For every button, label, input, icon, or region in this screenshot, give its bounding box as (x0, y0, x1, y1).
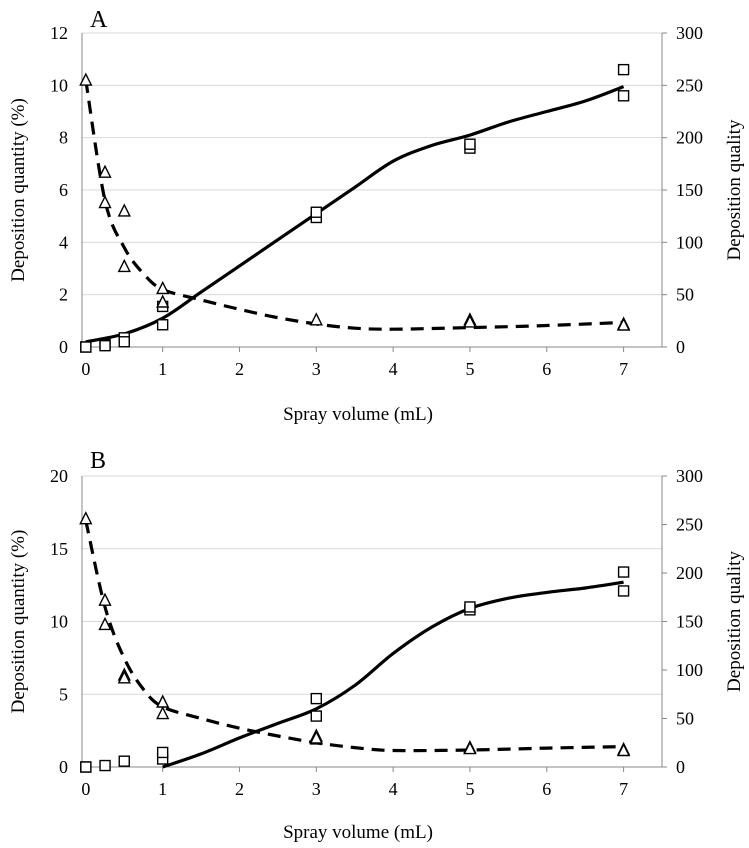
x-axis-title: Spray volume (mL) (283, 404, 433, 425)
x-tick-label: 2 (235, 359, 244, 379)
y2-tick-label: 150 (676, 612, 703, 632)
y2-tick-label: 200 (676, 128, 703, 148)
y2-tick-label: 0 (676, 757, 685, 777)
triangle-marker (98, 164, 112, 178)
square-marker (617, 90, 630, 102)
square-marker (464, 138, 476, 150)
fit-line-deposition-quantity (162, 580, 624, 769)
x-tick-label: 3 (312, 359, 321, 379)
square-marker (156, 746, 169, 759)
y-tick-label: 15 (50, 539, 68, 559)
triangle-marker (98, 195, 112, 209)
triangle-marker (463, 741, 477, 755)
y-tick-label: 6 (59, 180, 68, 200)
y-tick-label: 8 (59, 128, 68, 148)
y-tick-label: 0 (59, 757, 68, 777)
triangle-marker (156, 694, 170, 708)
x-tick-label: 2 (235, 779, 244, 799)
x-tick-label: 5 (465, 359, 474, 379)
y-tick-label: 12 (50, 23, 68, 43)
y-tick-label: 4 (59, 232, 68, 252)
x-tick-label: 3 (312, 779, 321, 799)
y2-axis-title: Deposition quality (724, 119, 745, 260)
y2-axis-title: Deposition quality (724, 551, 745, 692)
x-tick-label: 1 (158, 779, 167, 799)
y2-tick-label: 300 (676, 23, 703, 43)
y-tick-label: 10 (50, 75, 68, 95)
fit-line-deposition-quantity (85, 85, 625, 344)
square-marker (156, 319, 169, 331)
y2-tick-label: 0 (676, 337, 685, 357)
square-marker (310, 206, 323, 218)
y-tick-label: 0 (59, 337, 68, 357)
y-tick-label: 2 (59, 285, 68, 305)
square-marker (99, 339, 111, 352)
x-tick-label: 4 (389, 779, 398, 799)
y-tick-label: 20 (50, 466, 68, 486)
triangle-marker (463, 314, 477, 328)
y-axis-title: Deposition quantity (%) (8, 98, 29, 282)
square-marker (118, 336, 130, 348)
triangle-marker (117, 670, 131, 684)
panel-label: A (90, 7, 108, 33)
fit-line-deposition-quality (84, 79, 624, 331)
y-axis-title: Deposition quantity (%) (8, 530, 29, 714)
x-tick-label: 1 (158, 359, 167, 379)
y-tick-label: 5 (59, 684, 68, 704)
square-marker (99, 759, 111, 772)
y2-tick-label: 150 (676, 180, 703, 200)
y2-tick-label: 250 (676, 515, 703, 535)
square-marker (80, 341, 92, 353)
y2-tick-label: 100 (676, 660, 703, 680)
square-marker (617, 63, 630, 76)
square-marker (310, 710, 323, 722)
triangle-marker (309, 312, 323, 326)
x-tick-label: 6 (542, 359, 551, 379)
x-tick-label: 6 (542, 779, 551, 799)
square-marker (80, 761, 92, 773)
triangle-marker (79, 72, 93, 86)
triangle-marker (117, 258, 131, 273)
square-marker (617, 585, 630, 597)
x-tick-label: 0 (81, 779, 90, 799)
y2-tick-label: 250 (676, 75, 703, 95)
y2-tick-label: 100 (676, 232, 703, 252)
triangle-marker (98, 592, 112, 606)
x-tick-label: 0 (81, 359, 90, 379)
square-marker (118, 755, 130, 767)
triangle-marker (616, 317, 631, 331)
triangle-marker (98, 616, 112, 631)
y2-tick-label: 50 (676, 285, 694, 305)
triangle-marker (156, 706, 170, 720)
triangle-marker (156, 280, 170, 295)
y2-tick-label: 50 (676, 709, 694, 729)
triangle-marker (156, 294, 170, 308)
y2-tick-label: 200 (676, 563, 703, 583)
x-tick-label: 5 (465, 779, 474, 799)
y2-tick-label: 300 (676, 466, 703, 486)
x-tick-label: 4 (389, 359, 398, 379)
square-marker (617, 566, 630, 578)
square-marker (310, 692, 323, 705)
x-axis-title: Spray volume (mL) (283, 822, 433, 843)
x-tick-label: 7 (619, 779, 628, 799)
triangle-marker (616, 742, 631, 757)
panel-label: B (90, 448, 106, 474)
triangle-marker (309, 730, 323, 744)
x-tick-label: 7 (619, 359, 628, 379)
y-tick-label: 10 (50, 612, 68, 632)
triangle-marker (79, 511, 93, 525)
triangle-marker (117, 203, 131, 217)
square-marker (464, 601, 476, 613)
